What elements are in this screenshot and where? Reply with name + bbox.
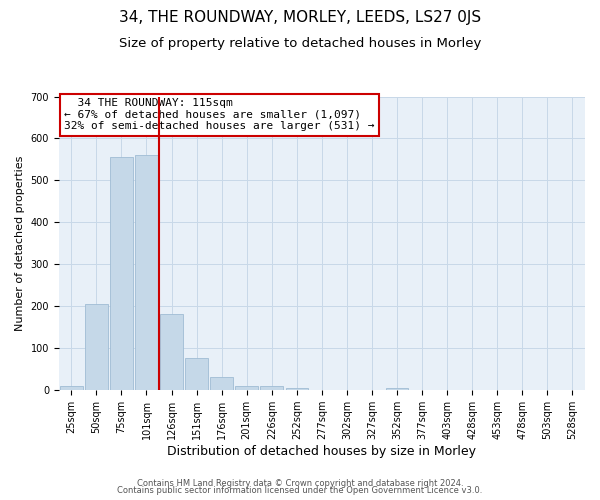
Bar: [110, 157, 133, 390]
Bar: [160, 314, 183, 390]
Text: Size of property relative to detached houses in Morley: Size of property relative to detached ho…: [119, 38, 481, 51]
Text: Contains HM Land Registry data © Crown copyright and database right 2024.: Contains HM Land Registry data © Crown c…: [137, 478, 463, 488]
X-axis label: Distribution of detached houses by size in Morley: Distribution of detached houses by size …: [167, 444, 476, 458]
Bar: [135, 155, 158, 390]
Bar: [386, 388, 409, 390]
Bar: [286, 388, 308, 390]
Bar: [85, 304, 107, 390]
Text: 34, THE ROUNDWAY, MORLEY, LEEDS, LS27 0JS: 34, THE ROUNDWAY, MORLEY, LEEDS, LS27 0J…: [119, 10, 481, 25]
Text: Contains public sector information licensed under the Open Government Licence v3: Contains public sector information licen…: [118, 486, 482, 495]
Bar: [260, 386, 283, 390]
Bar: [211, 377, 233, 390]
Bar: [235, 386, 258, 390]
Bar: [60, 386, 83, 390]
Y-axis label: Number of detached properties: Number of detached properties: [15, 156, 25, 331]
Text: 34 THE ROUNDWAY: 115sqm  
← 67% of detached houses are smaller (1,097)
32% of se: 34 THE ROUNDWAY: 115sqm ← 67% of detache…: [64, 98, 374, 131]
Bar: [185, 358, 208, 390]
